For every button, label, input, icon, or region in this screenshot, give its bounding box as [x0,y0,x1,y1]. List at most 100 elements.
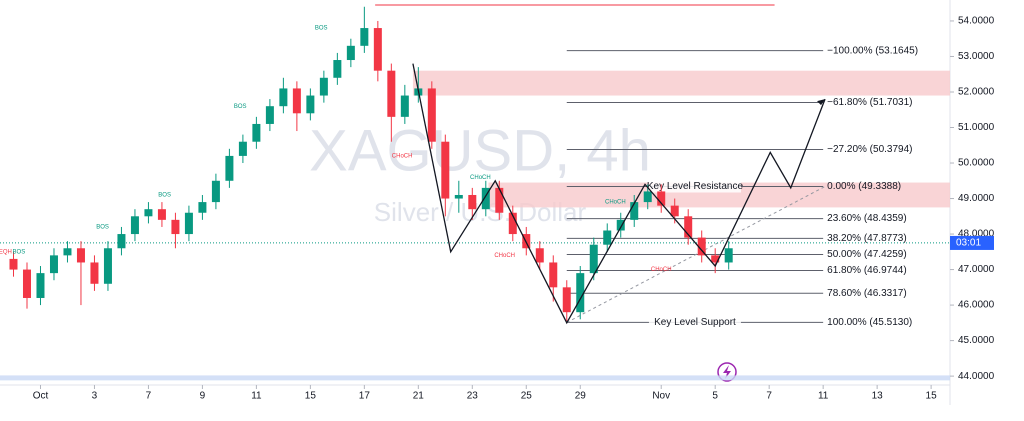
candle-body [508,212,517,235]
y-tick-label: 48.0000 [958,229,995,240]
annotation: CHoCH [494,253,515,259]
candle-body [9,258,18,270]
fib-label: 61.80% (46.9744) [827,265,907,276]
y-tick-label: 44.0000 [958,371,995,382]
fib-label: 23.60% (48.4359) [827,213,907,224]
candle-body [589,244,598,274]
candle-body [306,95,315,114]
annotation: BOS [315,26,328,32]
y-tick-label: 45.0000 [958,335,995,346]
candle-body [144,209,153,217]
fib-label: 100.00% (45.5130) [827,317,912,328]
candle-body [454,194,463,199]
candle-body [697,237,706,256]
candle-body [616,219,625,231]
arrow-head [817,99,826,106]
fib-label: −61.80% (51.7031) [827,97,912,108]
annotation: CHoCH [470,175,491,181]
candle-body [481,187,490,210]
x-tick-label: 15 [305,391,317,402]
x-tick-label: 21 [413,391,425,402]
x-tick-label: 25 [521,391,533,402]
candle-body [76,248,85,263]
fib-label: −27.20% (50.3794) [827,144,912,155]
annotation: BOS [234,104,247,110]
annotation: BOS [13,249,26,255]
candle-body [373,28,382,71]
fib-label: 0.00% (49.3388) [827,181,901,192]
annotation: EQH [0,249,12,255]
y-tick-label: 51.0000 [958,122,995,133]
candle-body [279,88,288,107]
candle-body [468,194,477,210]
candle-body [724,248,733,263]
x-tick-label: 15 [926,391,938,402]
candle-body [495,187,504,213]
y-tick-label: 50.0000 [958,158,995,169]
x-tick-label: 29 [575,391,587,402]
candle-body [36,273,45,298]
candle-body [360,28,369,46]
trendline [566,186,826,323]
fib-label: 38.20% (47.8773) [827,233,907,244]
candle-body [670,205,679,217]
x-tick-label: 7 [766,391,772,402]
candle-body [211,180,220,203]
candle-body [22,269,31,298]
candle-body [252,123,261,142]
x-tick-label: 3 [92,391,98,402]
y-tick-label: 53.0000 [958,51,995,62]
zone [412,70,950,96]
fib-note-bg [648,316,741,329]
candle-body [711,255,720,263]
candle-body [184,212,193,235]
x-tick-label: 23 [467,391,479,402]
x-tick-label: Oct [33,391,49,402]
candle-body [630,202,639,220]
candle-body [90,262,99,284]
candle-body [684,216,693,238]
candle-body [103,248,112,284]
candle-body [549,262,558,288]
candle-body [225,155,234,181]
candle-body [198,202,207,213]
swing-path [412,63,826,325]
y-tick-label: 54.0000 [958,16,995,27]
candle-body [603,230,612,245]
candle-body [319,77,328,96]
candle-body [292,88,301,114]
y-tick-label: 52.0000 [958,87,995,98]
candle-body [157,209,166,220]
zone [0,375,950,381]
annotation: CHoCH [651,267,672,273]
countdown-bg [950,235,994,250]
fib-label: −100.00% (53.1645) [827,45,918,56]
candle-body [387,70,396,117]
fib-note: Key Level Resistance [647,181,744,192]
candle-body [171,219,180,235]
fib-note-bg [648,180,741,193]
x-tick-label: 7 [146,391,152,402]
y-tick-label: 49.0000 [958,193,995,204]
y-tick-label: 47.0000 [958,264,995,275]
fib-label: 78.60% (46.3317) [827,288,907,299]
x-tick-label: Nov [652,391,670,402]
candle-body [238,141,247,156]
annotation: BOS [96,225,109,231]
candle-body [265,106,274,124]
candle-body [117,234,126,249]
x-tick-label: 17 [359,391,371,402]
candle-body [400,95,409,117]
candle-body [643,191,652,203]
fib-label: 50.00% (47.4259) [827,249,907,260]
candle-body [441,141,450,199]
candle-body [49,255,58,274]
annotation: BOS [158,193,171,199]
fib-note: Key Level Support [654,317,736,328]
watermark-title: XAGUSD, 4h [309,118,651,183]
x-tick-label: 11 [251,391,262,402]
x-tick-label: 11 [818,391,829,402]
candle-body [427,88,436,142]
